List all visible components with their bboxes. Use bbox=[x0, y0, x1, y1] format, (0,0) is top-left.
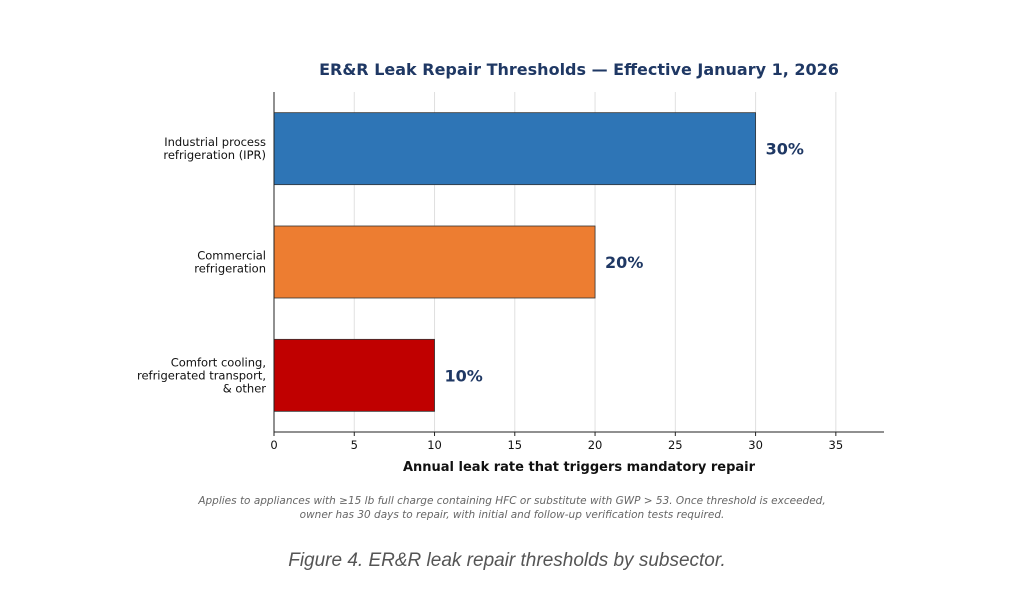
chart-note-line-1: Applies to appliances with ≥15 lb full c… bbox=[198, 495, 826, 507]
x-tick-label: 25 bbox=[668, 438, 683, 452]
bar bbox=[273, 112, 756, 186]
chart-title: ER&R Leak Repair Thresholds — Effective … bbox=[319, 60, 839, 79]
x-tick-label: 5 bbox=[351, 438, 358, 452]
category-label-line: & other bbox=[223, 381, 267, 395]
category-label: Industrial process refrigeration (IPR) bbox=[163, 135, 266, 162]
category-label-line: refrigerated transport, bbox=[137, 368, 266, 382]
bar-value-label: 10% bbox=[445, 366, 483, 385]
x-tick-label: 10 bbox=[427, 438, 442, 452]
x-tick-label: 35 bbox=[829, 438, 844, 452]
category-label-line: Industrial process bbox=[164, 135, 266, 149]
category-label: Comfort cooling, refrigerated transport, &… bbox=[137, 355, 266, 395]
chart-note-line-2: owner has 30 days to repair, with initia… bbox=[299, 509, 725, 521]
bar bbox=[273, 338, 435, 412]
category-label-line: refrigeration bbox=[194, 262, 266, 276]
category-label-line: refrigeration (IPR) bbox=[163, 148, 266, 162]
x-axis-label: Annual leak rate that triggers mandatory… bbox=[402, 460, 756, 475]
category-label: Commercial refrigeration bbox=[194, 249, 266, 276]
bar bbox=[273, 225, 596, 299]
figure-caption: Figure 4. ER&R leak repair thresholds by… bbox=[288, 550, 726, 571]
x-tick-label: 30 bbox=[748, 438, 763, 452]
x-tick-label: 0 bbox=[270, 438, 277, 452]
category-label-line: Comfort cooling, bbox=[171, 355, 266, 369]
x-tick-label: 20 bbox=[588, 438, 603, 452]
category-label-line: Commercial bbox=[197, 249, 266, 263]
chart-note: Applies to appliances with ≥15 lb full c… bbox=[150, 494, 874, 522]
bar-value-label: 20% bbox=[605, 253, 643, 272]
bar-value-label: 30% bbox=[766, 140, 804, 159]
x-tick-label: 15 bbox=[507, 438, 522, 452]
